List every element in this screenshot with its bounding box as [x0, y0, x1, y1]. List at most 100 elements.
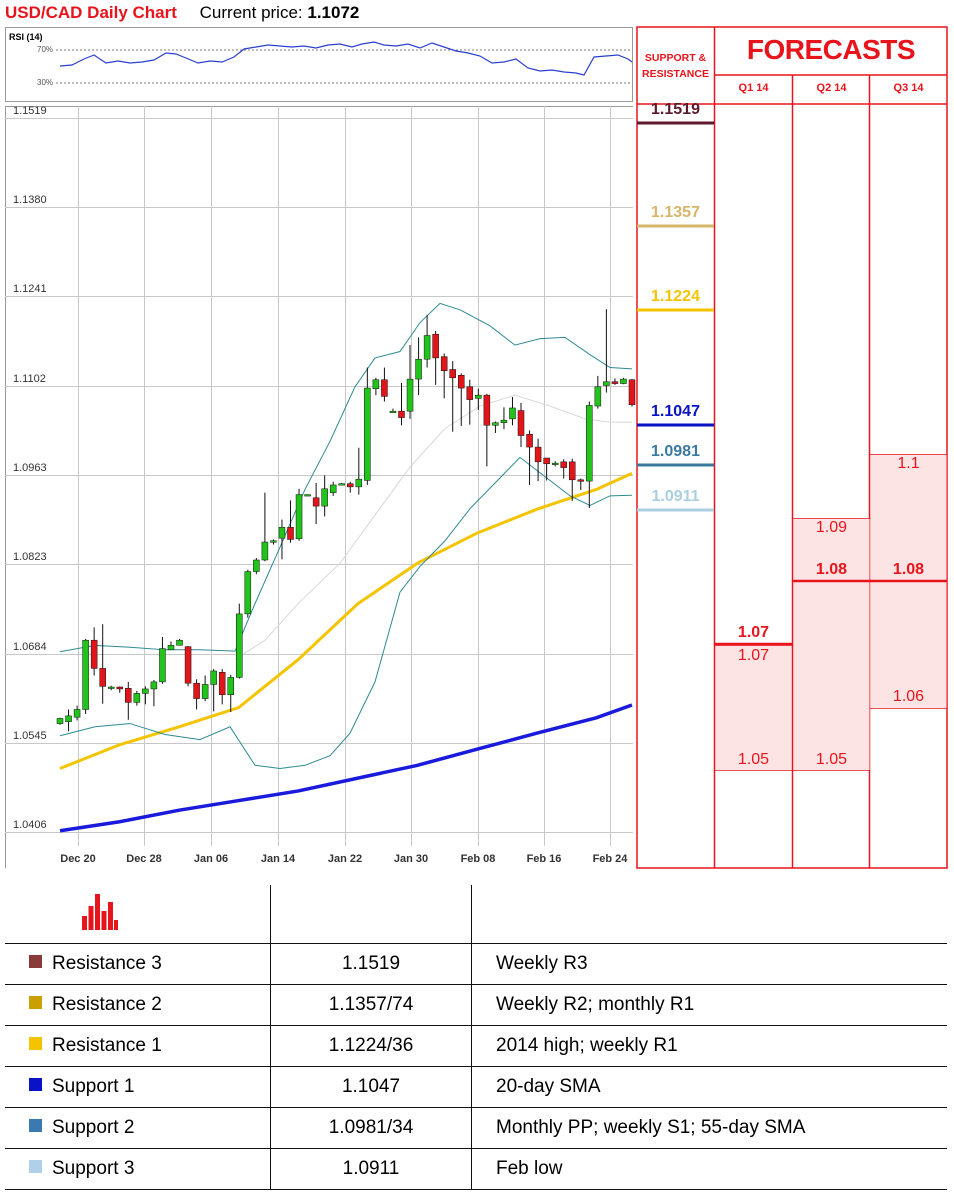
x-tick-label: Jan 06 — [193, 853, 229, 865]
quarter-label-q2: Q2 14 — [816, 82, 847, 94]
bar-chart-icon — [82, 894, 118, 930]
level-name: Resistance 1 — [52, 1035, 162, 1056]
level-name: Resistance 3 — [52, 953, 162, 974]
candle-body — [287, 527, 294, 540]
level-name-cell: Support 2 — [5, 1107, 271, 1149]
candle-body — [261, 541, 269, 561]
rsi-series — [59, 41, 632, 76]
level-note: Weekly R2; monthly R1 — [471, 984, 947, 1026]
candle-body — [295, 494, 303, 540]
candle-body — [449, 369, 456, 379]
candle-body — [321, 488, 328, 507]
candle-body — [355, 478, 363, 488]
rsi-plot — [56, 41, 632, 84]
forecast-consensus: 1.08 — [892, 561, 925, 578]
table-row: Support 3 1.0911 Feb low — [5, 1148, 947, 1190]
level-value: 1.1519 — [270, 943, 472, 985]
candle-body — [372, 379, 380, 389]
rsi-level-30: 30% — [37, 78, 54, 87]
candle-body — [398, 410, 405, 418]
candle-body — [415, 358, 422, 380]
candle-body — [364, 387, 371, 481]
forecast-high: 1.09 — [815, 519, 848, 536]
candle-body — [509, 407, 516, 420]
forecast-range-box — [715, 645, 792, 770]
x-tick-label: Dec 28 — [126, 853, 162, 865]
support-resistance-header: SUPPORT & RESISTANCE — [642, 52, 709, 80]
candle-body — [270, 540, 277, 543]
level-label: 1.0981 — [651, 443, 700, 460]
candle-body — [500, 419, 508, 423]
candle-body — [107, 686, 115, 689]
candle-body — [244, 571, 252, 615]
candle-body — [133, 693, 141, 703]
levels-table: Resistance 3 1.1519 Weekly R3 Resistance 2 1… — [5, 885, 947, 1190]
candle-body — [526, 434, 533, 448]
candle-body — [184, 646, 192, 684]
y-tick-label: 1.0684 — [13, 640, 47, 653]
candle-body — [201, 684, 209, 699]
level-swatch — [29, 955, 42, 969]
candle-body — [406, 378, 414, 412]
level-value: 1.0981/34 — [270, 1107, 472, 1149]
x-tick-label: Jan 14 — [260, 853, 296, 865]
y-tick-label: 1.0963 — [13, 461, 47, 474]
candle-body — [73, 709, 81, 718]
level-name: Support 1 — [52, 1076, 135, 1097]
y-tick-label: 1.0545 — [13, 729, 47, 742]
candle-body — [90, 639, 98, 669]
forecast-low: 1.05 — [737, 751, 770, 768]
chart-header: USD/CAD Daily Chart Current price: 1.107… — [5, 1, 359, 25]
forecast-consensus: 1.07 — [737, 624, 770, 641]
candle-body — [440, 356, 448, 372]
level-swatch — [29, 1119, 42, 1133]
rsi-level-70: 70% — [37, 45, 54, 54]
candle-body — [568, 461, 576, 481]
candle-body — [389, 410, 397, 413]
level-name: Resistance 2 — [52, 994, 162, 1015]
candle-body — [594, 386, 602, 407]
candle-body — [278, 527, 286, 539]
quarter-label-q1: Q1 14 — [738, 82, 769, 94]
candle-body — [193, 682, 200, 699]
rsi-panel: RSI (14) 70% 30% — [5, 27, 633, 102]
candle-body — [560, 461, 567, 468]
table-row: Resistance 3 1.1519 Weekly R3 — [5, 943, 947, 985]
candle-body — [492, 422, 499, 426]
candle-body — [628, 379, 636, 406]
chart-title: USD/CAD Daily Chart — [5, 3, 177, 22]
candle-body — [116, 686, 124, 690]
ma-line-1 — [59, 703, 633, 833]
bollinger-lower — [59, 456, 633, 769]
candle-body — [543, 457, 550, 465]
y-tick-label: 1.0823 — [13, 550, 47, 563]
y-tick-label: 1.1102 — [13, 372, 46, 385]
candle-body — [218, 672, 226, 695]
level-label: 1.0911 — [651, 488, 700, 505]
x-tick-label: Dec 20 — [60, 853, 96, 865]
y-tick-label: 1.1519 — [13, 104, 47, 117]
candle-body — [551, 462, 559, 465]
candle-body — [381, 379, 388, 397]
level-name-cell: Support 3 — [5, 1148, 271, 1190]
level-value: 1.1357/74 — [270, 984, 472, 1026]
table-logo — [5, 885, 271, 944]
x-tick-label: Jan 30 — [393, 853, 429, 865]
candle-body — [475, 394, 482, 399]
level-note: Weekly R3 — [471, 943, 947, 985]
candle-body — [620, 378, 627, 384]
forecast-high: 1.1 — [897, 455, 920, 472]
price-value: 1.1072 — [307, 3, 360, 22]
candle-body — [432, 333, 439, 359]
table-row: Resistance 2 1.1357/74 Weekly R2; monthly … — [5, 984, 947, 1026]
candle-body — [603, 381, 610, 386]
candle-body — [483, 394, 491, 426]
level-value: 1.0911 — [270, 1148, 472, 1190]
level-name-cell: Resistance 1 — [5, 1025, 271, 1067]
candle-body — [586, 405, 593, 482]
level-swatch — [29, 1078, 42, 1092]
level-name: Support 2 — [52, 1117, 135, 1138]
x-tick-label: Jan 22 — [327, 853, 363, 865]
candle-body — [56, 718, 64, 724]
candle-body — [423, 335, 431, 360]
